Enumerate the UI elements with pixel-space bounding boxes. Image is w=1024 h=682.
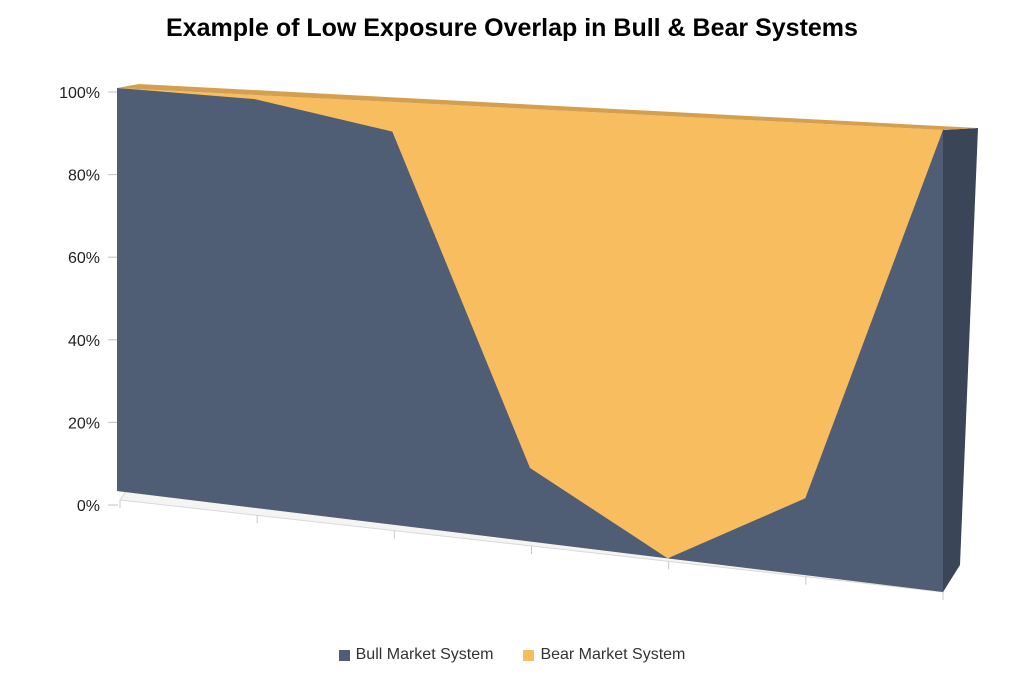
y-tick-label: 0%	[77, 498, 100, 515]
y-tick-label: 60%	[68, 250, 100, 267]
legend-item-bear: Bear Market System	[523, 646, 685, 664]
y-tick-label: 20%	[68, 415, 100, 432]
legend: Bull Market System Bear Market System	[0, 646, 1024, 664]
y-tick-label: 80%	[68, 168, 100, 185]
top-depth-face	[117, 84, 978, 130]
legend-swatch-bear	[523, 649, 535, 661]
legend-item-bull: Bull Market System	[338, 646, 494, 664]
chart-title: Example of Low Exposure Overlap in Bull …	[166, 14, 858, 42]
right-depth-face	[943, 128, 978, 592]
y-tick-label: 40%	[68, 333, 100, 350]
legend-label-bear: Bear Market System	[540, 646, 686, 663]
y-tick-label: 100%	[59, 85, 100, 102]
legend-label-bull: Bull Market System	[355, 646, 494, 663]
legend-swatch-bull	[338, 649, 350, 661]
area-bull-market-system	[117, 88, 943, 592]
